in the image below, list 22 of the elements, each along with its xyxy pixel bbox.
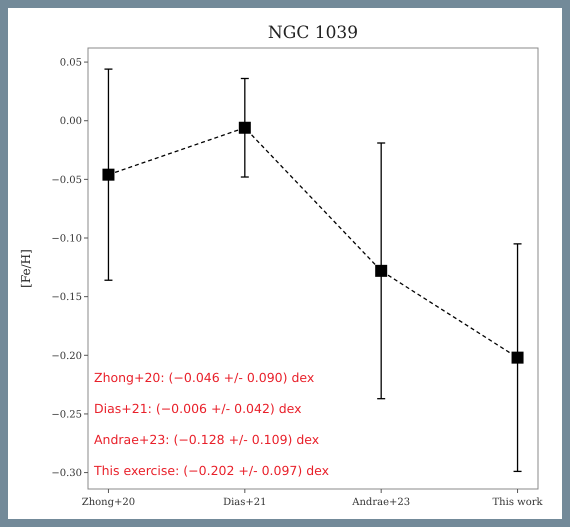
annotation: This exercise: (−0.202 +/- 0.097) dex [93, 463, 330, 478]
point [512, 352, 524, 364]
y-tick-label: −0.15 [51, 292, 82, 304]
x-tick-label: This work [492, 497, 544, 508]
y-tick-label: −0.10 [51, 234, 82, 245]
y-tick-label: −0.05 [51, 174, 82, 186]
point [238, 122, 251, 134]
annotation: Zhong+20: (−0.046 +/- 0.090) dex [94, 370, 314, 385]
annotation: Andrae+23: (−0.128 +/- 0.109) dex [94, 432, 320, 447]
y-tick-label: −0.25 [51, 409, 82, 420]
y-tick-label: 0.05 [60, 58, 82, 69]
x-tick-label: Zhong+20 [82, 497, 136, 508]
y-tick-label: −0.30 [51, 468, 82, 480]
chart-title: NGC 1039 [268, 23, 358, 43]
y-axis-title: [Fe/H] [19, 249, 33, 288]
y-tick-label: −0.20 [51, 350, 82, 362]
point [375, 264, 388, 277]
annotation: Dias+21: (−0.006 +/- 0.042) dex [94, 401, 302, 416]
x-tick-label: Dias+21 [223, 497, 267, 508]
point [102, 168, 114, 181]
x-tick-label: Andrae+23 [351, 497, 410, 508]
y-tick-label: 0.00 [60, 116, 82, 128]
